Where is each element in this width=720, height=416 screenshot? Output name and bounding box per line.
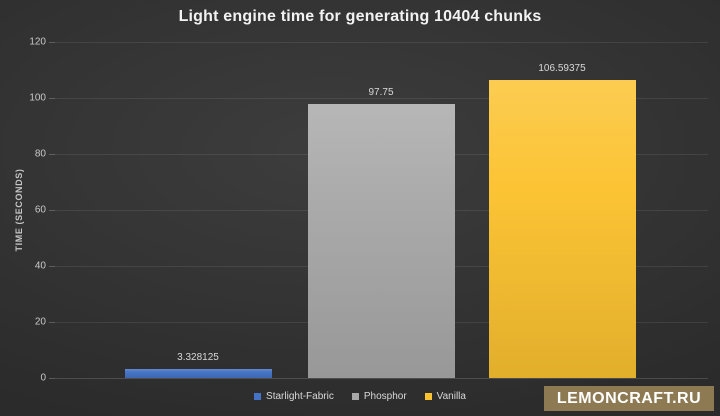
y-tick-label-100: 100 xyxy=(29,92,46,104)
y-tick-label-80: 80 xyxy=(34,148,46,160)
y-tick-mark-20 xyxy=(49,322,55,323)
bar-vanilla xyxy=(488,79,636,378)
legend-item-vanilla: Vanilla xyxy=(424,390,466,402)
y-tick-label-60: 60 xyxy=(34,204,46,216)
y-tick-mark-0 xyxy=(49,378,55,379)
y-tick-label-120: 120 xyxy=(29,36,46,48)
gridline-100 xyxy=(55,98,708,99)
legend-label-vanilla: Vanilla xyxy=(436,390,466,402)
y-tick-mark-120 xyxy=(49,42,55,43)
gridline-120 xyxy=(55,42,708,43)
y-tick-mark-100 xyxy=(49,98,55,99)
chart-title: Light engine time for generating 10404 c… xyxy=(178,8,542,25)
bar-value-vanilla: 106.59375 xyxy=(538,62,586,74)
legend-label-starlight-fabric: Starlight-Fabric xyxy=(266,390,334,402)
legend-item-phosphor: Phosphor xyxy=(351,390,407,402)
bar-value-starlight-fabric: 3.328125 xyxy=(177,351,219,363)
bar-phosphor xyxy=(307,104,455,378)
bar-starlight-fabric xyxy=(124,368,272,378)
y-tick-mark-60 xyxy=(49,210,55,211)
watermark-lemoncraft: LEMONCRAFT.RU xyxy=(544,386,714,411)
bar-value-phosphor: 97.75 xyxy=(368,87,394,99)
legend-label-phosphor: Phosphor xyxy=(363,390,407,402)
legend: Starlight-Fabric Phosphor Vanilla xyxy=(0,389,720,403)
legend-item-starlight-fabric: Starlight-Fabric xyxy=(254,391,334,402)
legend-swatch-vanilla xyxy=(424,392,432,400)
y-tick-mark-40 xyxy=(49,266,55,267)
y-tick-mark-80 xyxy=(49,154,55,155)
plot-area: 0 20 40 60 80 100 120 3.328125 97.75 106.59375 xyxy=(29,37,708,384)
y-tick-label-20: 20 xyxy=(34,316,46,328)
legend-swatch-phosphor xyxy=(351,392,359,400)
y-axis-title: TIME (SECONDS) xyxy=(14,168,24,252)
y-tick-label-0: 0 xyxy=(40,372,46,384)
legend-swatch-starlight-fabric xyxy=(254,392,262,400)
y-tick-label-40: 40 xyxy=(34,260,46,272)
gridline-0 xyxy=(55,378,708,379)
